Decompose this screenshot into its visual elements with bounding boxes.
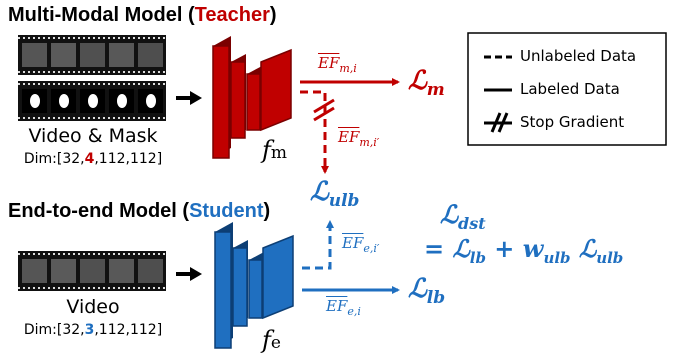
student-unlabeled-arrow [302,220,334,270]
student-network [214,222,294,349]
teacher-unlabeled-arrow [300,90,329,174]
teacher-input-caption: Video & Mask [28,125,158,147]
teacher-mask-strip [18,81,166,121]
distill-loss-lhs: ℒdst [440,200,486,233]
teacher-model-label: fm [262,136,288,164]
student-loss: ℒlb [408,274,446,309]
student-title: End-to-end Model (Student) [8,200,271,222]
teacher-role: Teacher [194,4,270,26]
teacher-dim-label: Dim:[32,4,112,112] [23,151,163,167]
teacher-video-strip [18,35,166,75]
student-role: Student [189,200,264,222]
teacher-input-arrow [176,91,202,105]
student-input-caption: Video [66,296,120,318]
student-input-arrow [176,267,202,281]
student-dim-label: Dim:[32,3,112,112] [23,322,163,338]
student-model-label: fe [262,326,281,354]
student-video-strip [18,251,166,291]
distill-loss-rhs: = ℒlb + wulb ℒulb [424,234,624,267]
student-pred-prime-label: EFe,i′ [342,234,380,255]
teacher-loss: ℒm [408,66,445,101]
unlabeled-loss: ℒulb [310,177,360,212]
teacher-pred-label: EFm,i [318,54,357,75]
student-pred-label: EFe,i [326,297,361,318]
legend-stop-gradient: Stop Gradient [520,113,625,131]
teacher-pred-prime-label: EFm,i′ [338,128,380,149]
legend-box [467,32,667,146]
teacher-title: Multi-Modal Model (Teacher) [8,4,277,26]
stop-gradient-mark [313,98,335,122]
legend-stop-gradient-sample [484,112,512,133]
legend-unlabeled: Unlabeled Data [520,47,637,65]
legend-labeled: Labeled Data [520,80,620,98]
teacher-network [212,36,292,159]
